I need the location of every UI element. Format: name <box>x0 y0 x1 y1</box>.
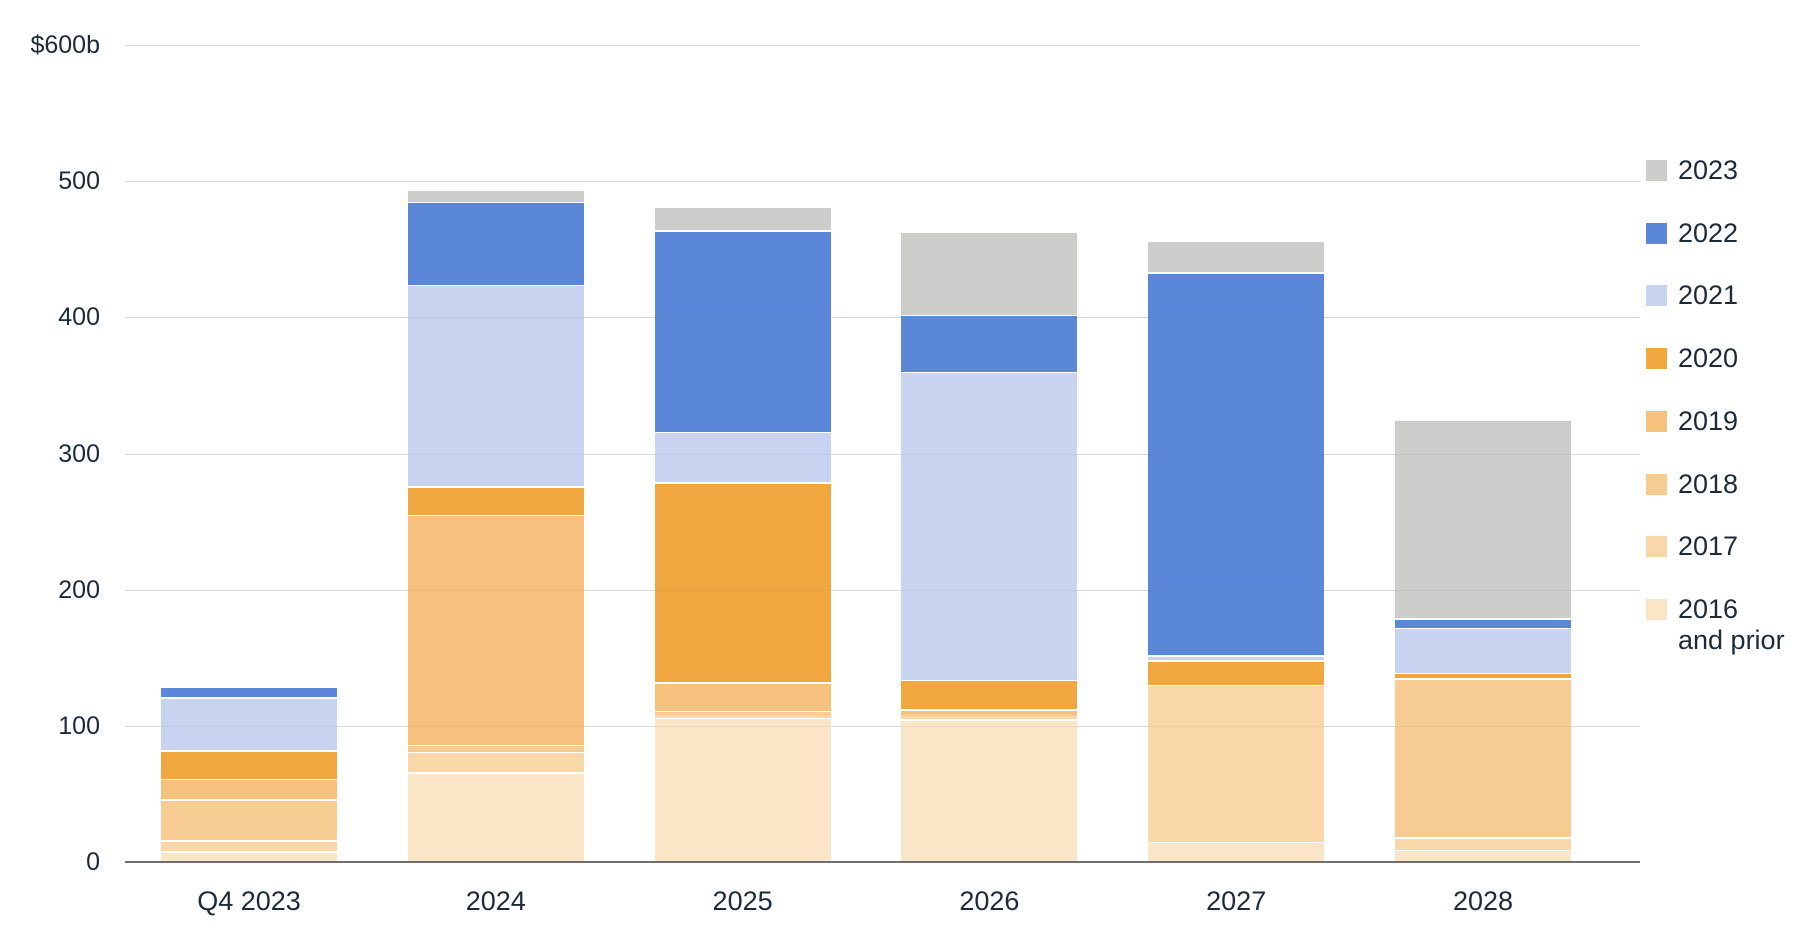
bar-segment-2024-2017[interactable] <box>407 753 584 773</box>
x-label-2024: 2024 <box>465 886 526 916</box>
legend-label-2017: 2017 <box>1678 531 1739 562</box>
bar-segment-2026-2021[interactable] <box>901 373 1078 680</box>
x-label-2026: 2026 <box>959 886 1020 916</box>
gridline-overlay-100 <box>125 725 1640 727</box>
bar-segment-2026-2017[interactable] <box>901 716 1078 720</box>
legend-swatch-2018 <box>1646 473 1667 495</box>
bar-segment-2024-2019[interactable] <box>407 516 584 745</box>
bar-segment-2025-2022[interactable] <box>654 231 831 432</box>
gridline-300 <box>125 453 1640 455</box>
bar-segment-2027-2023[interactable] <box>1148 242 1325 273</box>
bar-segment-2028-2020[interactable] <box>1395 674 1571 679</box>
legend-swatch-2017 <box>1646 536 1667 558</box>
bar-segment-2026-2020[interactable] <box>901 681 1078 710</box>
legend-item-2017[interactable]: 2017 <box>1646 531 1738 562</box>
bar-segment-q4-2023-2016-and-prior[interactable] <box>161 852 337 862</box>
bar-segment-2024-2021[interactable] <box>407 286 584 487</box>
bar-segment-2025-2023[interactable] <box>654 208 831 231</box>
bar-segment-2028-2018[interactable] <box>1395 679 1571 838</box>
legend-label-2021: 2021 <box>1678 280 1739 311</box>
y-tick-label-100: 100 <box>58 711 100 740</box>
bar-segment-2024-2023[interactable] <box>407 190 584 202</box>
bar-segment-q4-2023-2019[interactable] <box>161 780 337 800</box>
gridline-100 <box>125 725 1640 727</box>
legend-label-2018: 2018 <box>1678 468 1739 499</box>
bar-segment-2028-2016-and-prior[interactable] <box>1395 851 1571 862</box>
y-tick-label-600: $600b <box>30 31 100 59</box>
gridline-overlay-600 <box>125 45 1640 46</box>
bar-segment-q4-2023-2021[interactable] <box>161 698 337 751</box>
bar-segment-2028-2017[interactable] <box>1395 838 1571 850</box>
y-tick-label-500: 500 <box>58 167 100 196</box>
bar-segment-2025-2020[interactable] <box>654 483 831 683</box>
bar-segment-q4-2023-2020[interactable] <box>161 751 337 779</box>
bar-segment-2027-2016-and-prior[interactable] <box>1148 843 1325 862</box>
bar-segment-2024-2018[interactable] <box>407 746 584 752</box>
legend-label-2019: 2019 <box>1678 405 1739 436</box>
gridline-600 <box>125 45 1640 46</box>
legend-item-2016[interactable]: 2016 and prior <box>1646 594 1785 656</box>
bar-segment-2025-2021[interactable] <box>654 433 831 483</box>
gridline-overlay-500 <box>125 181 1640 183</box>
bar-segment-2024-2016-and-prior[interactable] <box>407 773 584 862</box>
gridline-overlay-400 <box>125 317 1640 319</box>
bar-segment-2028-2023[interactable] <box>1395 420 1571 619</box>
bar-segment-2028-2022[interactable] <box>1395 619 1571 628</box>
bar-segment-2026-2018[interactable] <box>901 713 1078 717</box>
legend-item-2022[interactable]: 2022 <box>1646 218 1738 249</box>
bar-segment-q4-2023-2018[interactable] <box>161 800 337 841</box>
gridline-500 <box>125 181 1640 183</box>
legend-swatch-2020 <box>1646 348 1667 370</box>
gridline-200 <box>125 589 1640 591</box>
legend-item-2018[interactable]: 2018 <box>1646 469 1738 500</box>
x-label-2028: 2028 <box>1452 886 1514 916</box>
legend-swatch-2016 <box>1646 598 1667 620</box>
bar-segment-2027-2022[interactable] <box>1148 273 1325 656</box>
legend-swatch-2021 <box>1646 285 1667 307</box>
bar-segment-2025-2016-and-prior[interactable] <box>654 719 831 862</box>
bar-segment-q4-2023-2017[interactable] <box>161 841 337 852</box>
bar-segment-2027-2021[interactable] <box>1148 656 1325 661</box>
legend-swatch-2019 <box>1646 410 1667 432</box>
y-tick-label-200: 200 <box>58 575 100 604</box>
bar-segment-2026-2016-and-prior[interactable] <box>901 720 1078 862</box>
legend-label-2023: 2023 <box>1678 155 1739 185</box>
bar-segment-2026-2022[interactable] <box>901 316 1078 372</box>
legend-item-2020[interactable]: 2020 <box>1646 343 1738 374</box>
legend-label-2020: 2020 <box>1678 343 1739 374</box>
bar-segment-2026-2019[interactable] <box>901 710 1078 714</box>
gridline-overlay-300 <box>125 453 1640 455</box>
gridline-400 <box>125 317 1640 319</box>
legend-label-2022: 2022 <box>1678 217 1739 248</box>
bar-segment-2025-2018[interactable] <box>654 712 831 715</box>
legend-swatch-2023 <box>1646 160 1667 181</box>
y-tick-label-0: 0 <box>86 848 100 876</box>
bar-segment-2028-2021[interactable] <box>1395 629 1571 673</box>
legend-swatch-2022 <box>1646 222 1667 244</box>
legend-label-2016: 2016 and prior <box>1678 593 1785 655</box>
bar-segment-2025-2019[interactable] <box>654 683 831 711</box>
y-tick-label-300: 300 <box>58 439 100 468</box>
bar-segment-2027-2017[interactable] <box>1148 686 1325 842</box>
bar-segment-2026-2023[interactable] <box>901 232 1078 315</box>
x-label-q4-2023: Q4 2023 <box>197 886 301 916</box>
bar-segment-q4-2023-2022[interactable] <box>161 687 337 698</box>
x-label-2027: 2027 <box>1206 886 1267 916</box>
y-tick-label-400: 400 <box>58 303 100 332</box>
legend-item-2021[interactable]: 2021 <box>1646 280 1738 311</box>
legend-item-2019[interactable]: 2019 <box>1646 406 1738 437</box>
bar-segment-2024-2022[interactable] <box>407 203 584 285</box>
gridline-overlay-200 <box>125 589 1640 591</box>
legend-item-2023[interactable]: 2023 <box>1646 155 1738 186</box>
x-axis-line <box>125 861 1640 863</box>
bar-segment-2024-2020[interactable] <box>407 487 584 515</box>
x-label-2025: 2025 <box>712 886 773 916</box>
bar-segment-2027-2020[interactable] <box>1148 661 1325 685</box>
bar-segment-2025-2017[interactable] <box>654 714 831 718</box>
